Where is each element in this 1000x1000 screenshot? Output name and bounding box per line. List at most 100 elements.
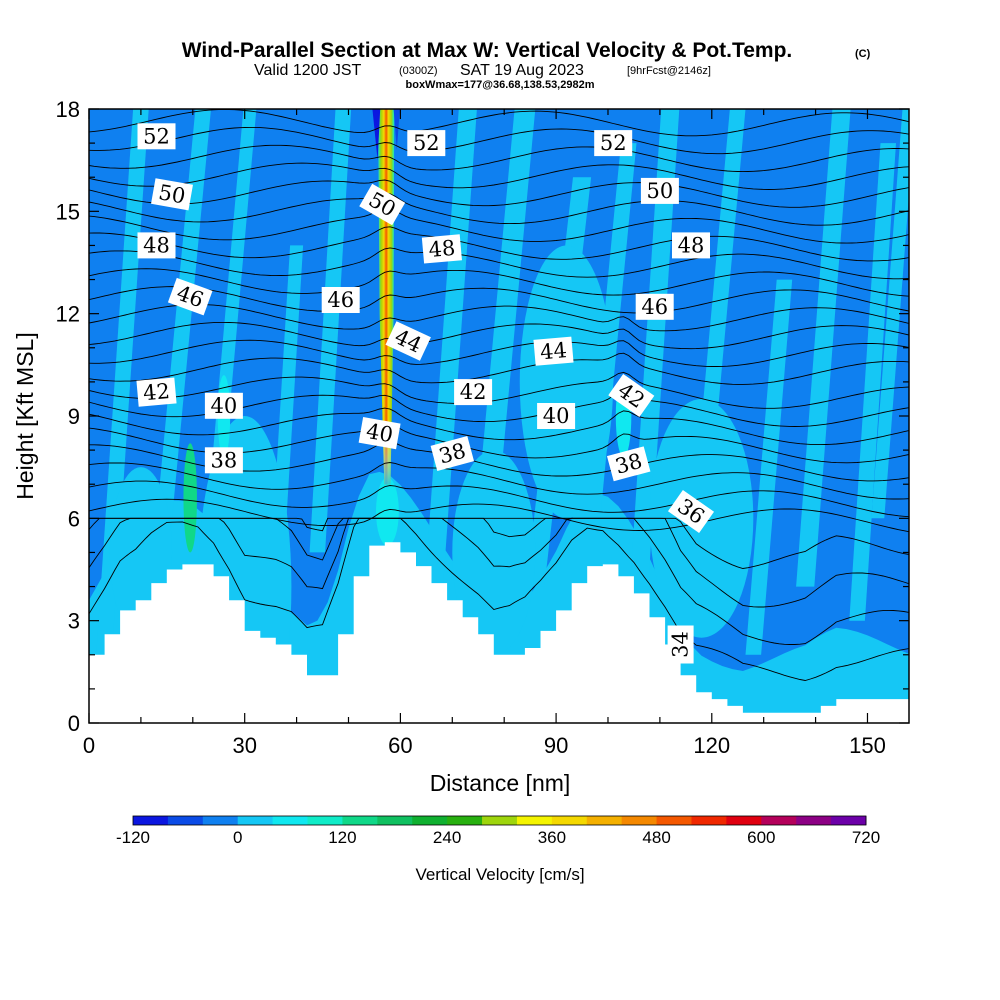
contour-label-box	[204, 447, 243, 474]
contour-label-text: 42	[142, 379, 171, 405]
colorbar-swatch	[796, 816, 832, 825]
theta-contour	[89, 339, 909, 367]
potential-temperature-contours	[89, 109, 909, 681]
theta-contour	[89, 226, 909, 262]
contour-label-text: 34	[669, 631, 693, 658]
contour-label-box	[321, 287, 360, 313]
y-tick-label: 3	[68, 609, 80, 634]
field-streak	[849, 143, 896, 621]
colorbar-swatch	[272, 816, 309, 825]
contour-label: 52	[594, 130, 633, 157]
colorbar-swatch	[342, 816, 378, 825]
colorbar-swatch	[482, 816, 518, 825]
valid-prefix: Valid 1200 JST	[254, 62, 362, 79]
contour-label-box	[454, 379, 493, 406]
y-tick-label: 9	[68, 404, 80, 429]
colorbar: -120 0 120 240 360 480 600 720	[116, 815, 880, 847]
contour-label-text: 44	[539, 338, 568, 364]
colorbar-swatch	[621, 816, 658, 825]
contour-label-box	[137, 123, 176, 150]
contour-label-box	[151, 178, 193, 211]
contour-label-text: 48	[143, 233, 170, 257]
contour-label-text: 50	[157, 180, 187, 208]
colorbar-swatch	[447, 816, 483, 825]
chart-title: Wind-Parallel Section at Max W: Vertical…	[182, 39, 793, 62]
colorbar-frame	[132, 815, 867, 826]
y-tick-label: 6	[68, 506, 80, 531]
theta-contour	[89, 352, 909, 385]
contour-label: 38	[606, 446, 651, 482]
axis-ticks: 0 30 60 90 120 150 0 3 6 9 12 15 18	[56, 97, 909, 758]
contour-label: 50	[640, 177, 679, 204]
downdraft-core	[393, 109, 400, 150]
contour-label-text: 52	[600, 131, 627, 155]
x-tick-label: 0	[83, 733, 95, 758]
x-axis-label: Distance [nm]	[430, 770, 571, 796]
theta-contour	[89, 480, 909, 518]
contour-label: 46	[635, 293, 674, 320]
theta-contour-low	[89, 517, 909, 681]
contour-label: 40	[204, 392, 243, 419]
theta-contour	[89, 144, 909, 173]
colorbar-swatch	[202, 816, 239, 825]
colorbar-swatch	[586, 816, 623, 825]
colorbar-tick-label: 120	[328, 828, 356, 847]
colorbar-swatch	[237, 816, 274, 825]
x-tick-label: 90	[544, 733, 568, 758]
theta-contour	[89, 304, 909, 332]
field-streak	[745, 279, 793, 655]
field-streak	[473, 109, 536, 553]
title-block: Wind-Parallel Section at Max W: Vertical…	[182, 39, 871, 91]
y-tick-label: 0	[68, 711, 80, 736]
theta-contour-low	[89, 517, 909, 645]
contour-label-text: 42	[460, 380, 487, 404]
theta-contour	[89, 407, 909, 446]
x-tick-label: 120	[693, 733, 730, 758]
field-streak	[422, 109, 477, 621]
theta-contour-low	[89, 517, 909, 569]
y-tick-label: 18	[56, 97, 80, 122]
contour-label-box	[640, 177, 679, 204]
colorbar-tick-label: 360	[538, 828, 566, 847]
colorbar-label: Vertical Velocity [cm/s]	[415, 865, 584, 884]
colorbar-swatch	[656, 816, 692, 825]
contour-label-text: 40	[364, 419, 394, 447]
field-patch	[452, 450, 536, 655]
contour-label: 50	[151, 178, 193, 211]
contour-label-text: 52	[143, 124, 170, 148]
colorbar-swatch	[761, 816, 797, 825]
theta-contour	[89, 126, 909, 155]
theta-contour	[89, 321, 909, 350]
field-streak	[91, 109, 149, 723]
contour-label-box	[385, 321, 431, 361]
contour-label: 38	[204, 447, 243, 474]
x-tick-label: 30	[232, 733, 256, 758]
contour-label-box	[537, 403, 576, 429]
contour-label: 40	[537, 403, 576, 429]
colorbar-tick-label: 480	[642, 828, 670, 847]
downdraft-core	[372, 109, 381, 161]
y-tick-label: 12	[56, 302, 80, 327]
zulu-time: (0300Z)	[399, 65, 438, 77]
field-updraft-patch	[183, 443, 197, 553]
contour-label-box	[594, 130, 633, 157]
contour-label-box	[608, 373, 655, 418]
contour-label: 46	[321, 287, 360, 313]
colorbar-swatch	[377, 816, 413, 825]
contour-label-box	[358, 416, 401, 450]
contour-label-box	[672, 232, 710, 259]
colorbar-tick-label: 720	[852, 828, 880, 847]
contour-label-text: 48	[678, 233, 705, 257]
contour-label-box	[635, 293, 674, 320]
contour-label: 48	[672, 232, 710, 259]
contour-label: 40	[358, 416, 401, 450]
colorbar-swatch	[133, 816, 169, 825]
theta-contour	[89, 498, 909, 533]
field-updraft-patch	[376, 477, 399, 546]
valid-date: SAT 19 Aug 2023	[460, 62, 584, 79]
theta-contour	[89, 286, 909, 314]
contour-label-text: 40	[211, 394, 238, 418]
contour-label-box	[359, 183, 406, 226]
contour-label-text: 50	[647, 179, 674, 203]
